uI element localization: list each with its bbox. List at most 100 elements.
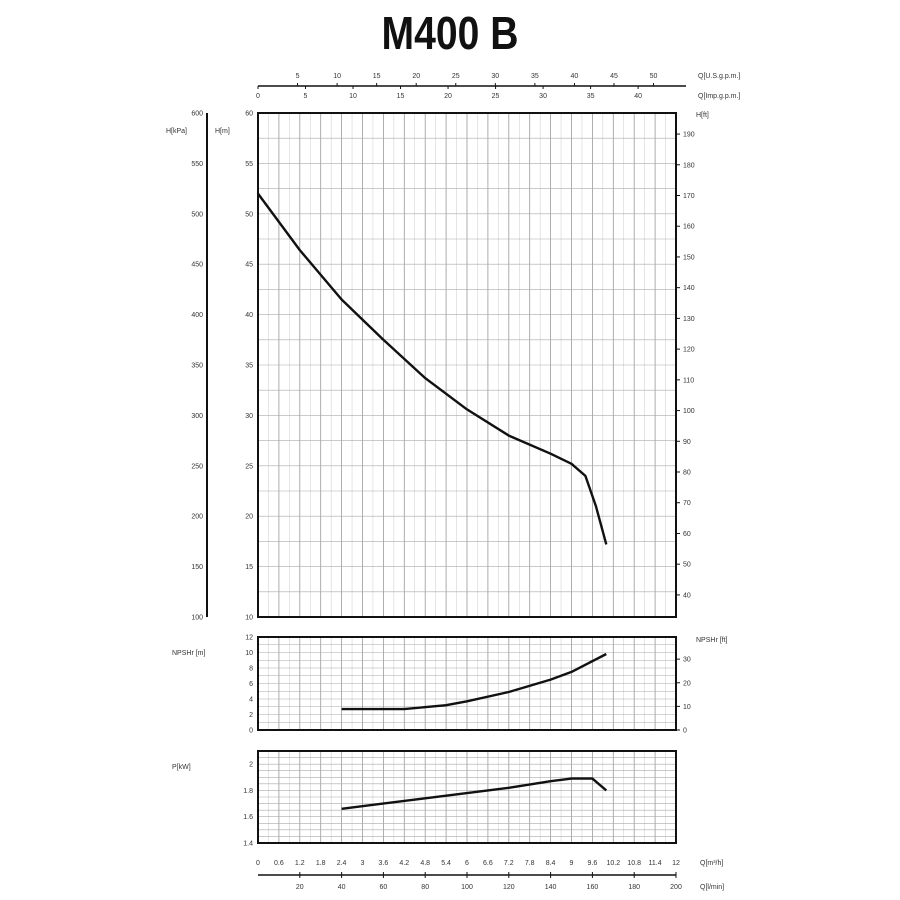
kpa-tick-label: 400 <box>191 312 203 319</box>
y-tick-label: 10 <box>245 650 253 657</box>
right-tick-label: 160 <box>683 224 695 231</box>
x-tick-label: 10.2 <box>606 860 620 867</box>
curve-power <box>341 777 608 810</box>
right-tick-label: 60 <box>683 531 691 538</box>
right-tick-label: 0 <box>683 728 687 735</box>
y-axis-label: NPSHr [m] <box>172 650 206 657</box>
x2-tick-label: 20 <box>296 884 304 891</box>
top-us-tick-label: 20 <box>412 73 420 80</box>
x-tick-label: 11.4 <box>649 860 662 867</box>
x-tick-label: 2.4 <box>337 860 347 867</box>
x-tick-label: 3 <box>361 860 365 867</box>
x2-tick-label: 200 <box>670 884 682 891</box>
y-tick-label: 1.4 <box>243 841 253 848</box>
x-tick-label: 10.8 <box>627 860 641 867</box>
x2-tick-label: 180 <box>628 884 640 891</box>
x2-axis-label: Q[l/min] <box>700 884 724 891</box>
top-imp-tick-label: 40 <box>634 93 642 100</box>
kpa-tick-label: 200 <box>191 514 203 521</box>
right-tick-label: 10 <box>683 704 691 711</box>
y-tick-label: 8 <box>249 666 253 673</box>
right-tick-label: 130 <box>683 316 695 323</box>
x-tick-label: 4.2 <box>399 860 409 867</box>
top-imp-tick-label: 35 <box>587 93 595 100</box>
right-tick-label: 110 <box>683 377 694 384</box>
x-tick-label: 12 <box>672 860 680 867</box>
y-tick-label: 40 <box>245 312 253 319</box>
right-axis-label: NPSHr [ft] <box>696 637 728 644</box>
top-us-tick-label: 10 <box>333 73 341 80</box>
top-us-tick-label: 15 <box>373 73 381 80</box>
curve-npsh <box>341 652 607 711</box>
kpa-tick-label: 150 <box>191 564 203 571</box>
y-tick-label: 15 <box>245 564 253 571</box>
y-axis-label: P[kW] <box>172 764 191 771</box>
top-us-tick-label: 25 <box>452 73 460 80</box>
top-imp-tick-label: 30 <box>539 93 547 100</box>
top-us-tick-label: 35 <box>531 73 539 80</box>
y-tick-label: 35 <box>245 363 253 370</box>
y-tick-label: 30 <box>245 413 253 420</box>
right-tick-label: 50 <box>683 562 691 569</box>
y-tick-label: 2 <box>249 712 253 719</box>
x-tick-label: 6.6 <box>483 860 493 867</box>
y-tick-label: 50 <box>245 211 253 218</box>
right-tick-label: 20 <box>683 680 691 687</box>
curve-head <box>257 192 608 545</box>
kpa-tick-label: 350 <box>191 363 203 370</box>
top-us-tick-label: 50 <box>650 73 658 80</box>
x-tick-label: 4.8 <box>420 860 430 867</box>
top-imp-tick-label: 20 <box>444 93 452 100</box>
y-tick-label: 1.8 <box>243 788 253 795</box>
y-tick-label: 25 <box>245 463 253 470</box>
right-tick-label: 30 <box>683 657 691 664</box>
x-tick-label: 9.6 <box>588 860 598 867</box>
top-us-tick-label: 45 <box>610 73 618 80</box>
right-tick-label: 90 <box>683 439 691 446</box>
x-tick-label: 6 <box>465 860 469 867</box>
y-tick-label: 0 <box>249 728 253 735</box>
y-tick-label: 45 <box>245 262 253 269</box>
x-tick-label: 8.4 <box>546 860 556 867</box>
right-axis-label: H[ft] <box>696 112 709 119</box>
y-axis-label: H[m] <box>215 128 230 135</box>
x2-tick-label: 140 <box>545 884 557 891</box>
kpa-tick-label: 450 <box>191 262 203 269</box>
x2-tick-label: 60 <box>380 884 388 891</box>
top-imp-tick-label: 25 <box>492 93 500 100</box>
x2-tick-label: 100 <box>461 884 473 891</box>
right-tick-label: 180 <box>683 162 695 169</box>
right-tick-label: 80 <box>683 470 691 477</box>
kpa-axis-label: H[kPa] <box>166 128 187 135</box>
x2-tick-label: 120 <box>503 884 515 891</box>
y-tick-label: 4 <box>249 697 253 704</box>
x2-tick-label: 80 <box>421 884 429 891</box>
right-tick-label: 120 <box>683 347 695 354</box>
x-tick-label: 0.6 <box>274 860 284 867</box>
y-tick-label: 55 <box>245 161 253 168</box>
top-us-tick-label: 5 <box>296 73 300 80</box>
kpa-tick-label: 500 <box>191 211 203 218</box>
top-imp-tick-label: 0 <box>256 93 260 100</box>
top-imp-axis-label: Q[Imp.g.p.m.] <box>698 93 740 100</box>
x-tick-label: 1.8 <box>316 860 326 867</box>
x2-tick-label: 40 <box>338 884 346 891</box>
y-tick-label: 12 <box>245 635 253 642</box>
chart-title: M400 B <box>381 7 519 59</box>
y-tick-label: 6 <box>249 681 253 688</box>
right-tick-label: 150 <box>683 254 695 261</box>
right-tick-label: 70 <box>683 500 691 507</box>
x2-tick-label: 160 <box>587 884 599 891</box>
x-axis-label: Q[m³/h] <box>700 860 723 867</box>
kpa-tick-label: 250 <box>191 463 203 470</box>
right-tick-label: 40 <box>683 592 691 599</box>
top-us-tick-label: 40 <box>571 73 579 80</box>
top-us-tick-label: 30 <box>491 73 499 80</box>
right-tick-label: 100 <box>683 408 695 415</box>
x-tick-label: 5.4 <box>441 860 451 867</box>
plot-frame-power <box>257 750 677 844</box>
y-tick-label: 1.6 <box>243 814 253 821</box>
y-tick-label: 10 <box>245 615 253 622</box>
x-tick-label: 9 <box>570 860 574 867</box>
